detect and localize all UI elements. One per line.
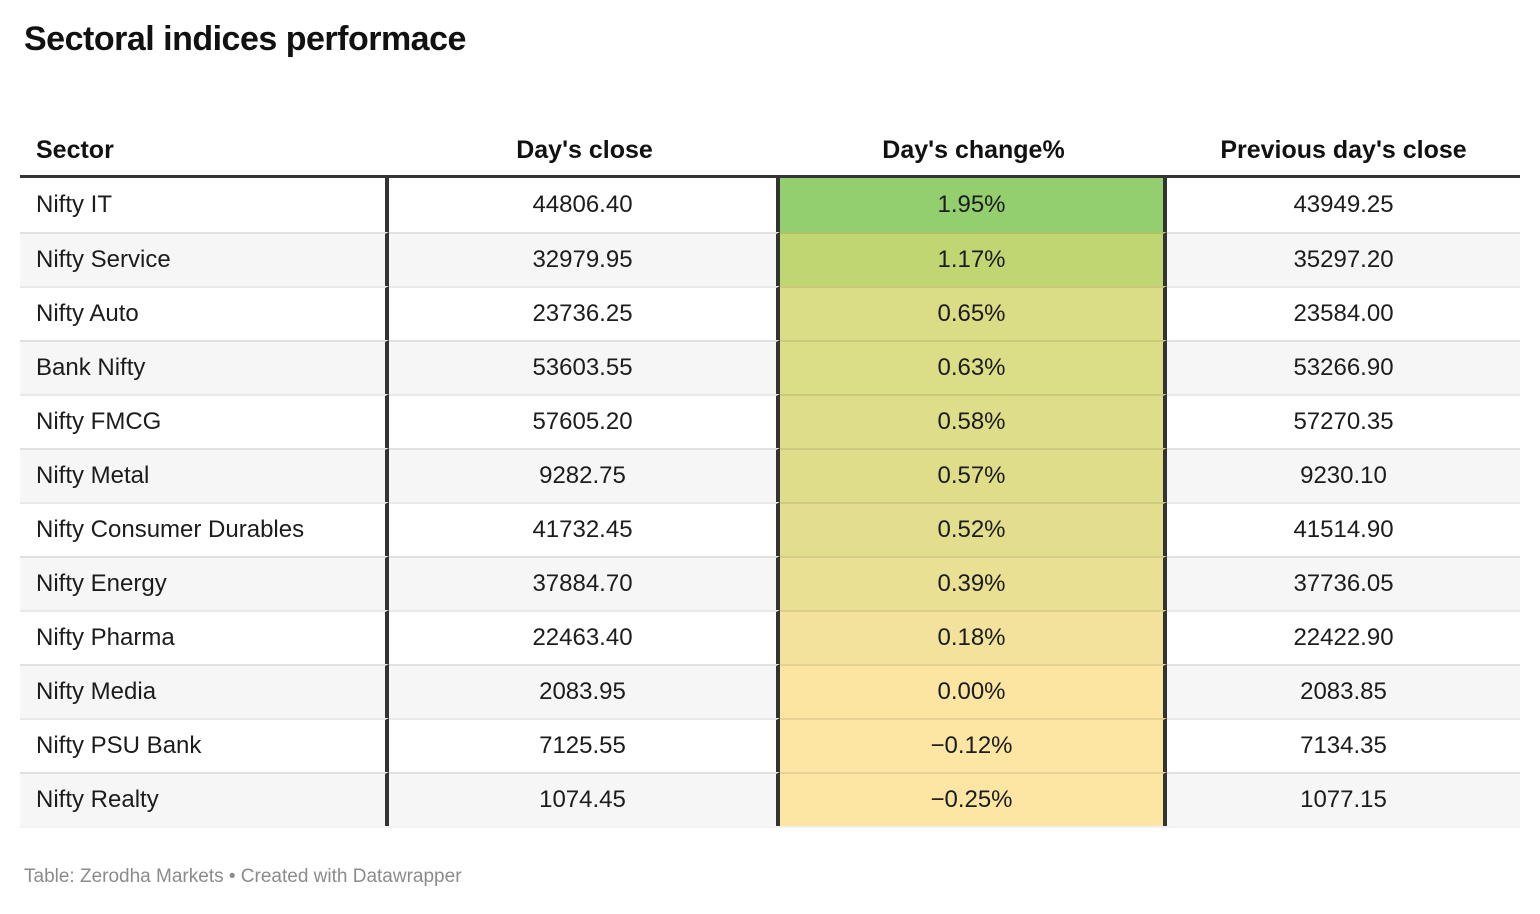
header-cell-previous-days-close: Previous day's close [1220,136,1467,164]
sector-cell: Bank Nifty [20,340,389,394]
page-title: Sectoral indices performace [24,20,466,58]
days-close-cell: 1074.45 [389,772,780,826]
header-cell-days-close: Day's close [516,136,653,164]
table-row: Nifty Realty 1074.45 −0.25% 1077.15 [20,772,1520,826]
previous-days-close-cell: 53266.90 [1167,340,1520,394]
sector-cell: Nifty Service [20,232,389,286]
sector-cell: Nifty Media [20,664,389,718]
sector-cell: Nifty PSU Bank [20,718,389,772]
days-change-cell: 0.57% [780,448,1167,502]
previous-days-close-cell: 9230.10 [1167,448,1520,502]
days-change-cell: 1.17% [780,232,1167,286]
source-note: Table: Zerodha Markets • Created with Da… [24,866,462,887]
table-row: Nifty IT 44806.40 1.95% 43949.25 [20,178,1520,232]
sector-cell: Nifty FMCG [20,394,389,448]
days-change-cell: 0.18% [780,610,1167,664]
days-close-cell: 32979.95 [389,232,780,286]
table-row: Nifty Consumer Durables 41732.45 0.52% 4… [20,502,1520,556]
days-change-cell: 1.95% [780,178,1167,232]
previous-days-close-cell: 57270.35 [1167,394,1520,448]
table-row: Nifty Media 2083.95 0.00% 2083.85 [20,664,1520,718]
sectoral-indices-table: Sector Day's close Day's change% Previou… [20,118,1520,828]
table-row: Nifty Energy 37884.70 0.39% 37736.05 [20,556,1520,610]
previous-days-close-cell: 2083.85 [1167,664,1520,718]
days-change-cell: 0.52% [780,502,1167,556]
sector-cell: Nifty Auto [20,286,389,340]
table-row: Nifty Pharma 22463.40 0.18% 22422.90 [20,610,1520,664]
table-row: Bank Nifty 53603.55 0.63% 53266.90 [20,340,1520,394]
days-change-cell: −0.25% [780,772,1167,826]
previous-days-close-cell: 7134.35 [1167,718,1520,772]
previous-days-close-cell: 41514.90 [1167,502,1520,556]
days-change-cell: 0.65% [780,286,1167,340]
table-row: Nifty FMCG 57605.20 0.58% 57270.35 [20,394,1520,448]
table-header: Sector Day's close Day's change% Previou… [20,118,1520,178]
days-change-cell: 0.63% [780,340,1167,394]
sector-cell: Nifty Realty [20,772,389,826]
previous-days-close-cell: 43949.25 [1293,191,1394,218]
previous-days-close-cell: 35297.20 [1167,232,1520,286]
table-row: Nifty Service 32979.95 1.17% 35297.20 [20,232,1520,286]
days-close-cell: 7125.55 [389,718,780,772]
sector-cell: Nifty Pharma [20,610,389,664]
header-cell-sector: Sector [36,136,114,164]
days-close-cell: 2083.95 [389,664,780,718]
table-row: Nifty Metal 9282.75 0.57% 9230.10 [20,448,1520,502]
days-close-cell: 37884.70 [389,556,780,610]
sector-cell: Nifty IT [20,178,389,232]
days-change-cell: 0.00% [780,664,1167,718]
sector-cell: Nifty Consumer Durables [20,502,389,556]
header-cell-days-change: Day's change% [882,136,1065,164]
days-close-cell: 22463.40 [389,610,780,664]
days-change-cell: −0.12% [780,718,1167,772]
previous-days-close-cell: 23584.00 [1167,286,1520,340]
days-close-cell: 9282.75 [389,448,780,502]
days-close-cell: 57605.20 [389,394,780,448]
days-close-cell: 53603.55 [389,340,780,394]
table-row: Nifty Auto 23736.25 0.65% 23584.00 [20,286,1520,340]
days-close-cell: 41732.45 [389,502,780,556]
sector-cell: Nifty Energy [20,556,389,610]
days-change-cell: 0.39% [780,556,1167,610]
days-close-cell: 23736.25 [389,286,780,340]
days-close-cell: 44806.40 [389,178,780,232]
previous-days-close-cell: 1077.15 [1167,772,1520,826]
table-row: Nifty PSU Bank 7125.55 −0.12% 7134.35 [20,718,1520,772]
previous-days-close-cell: 22422.90 [1167,610,1520,664]
table-body: Nifty IT 44806.40 1.95% 43949.25 Nifty S… [20,178,1520,828]
sector-cell: Nifty Metal [20,448,389,502]
previous-days-close-cell: 37736.05 [1167,556,1520,610]
days-change-cell: 0.58% [780,394,1167,448]
